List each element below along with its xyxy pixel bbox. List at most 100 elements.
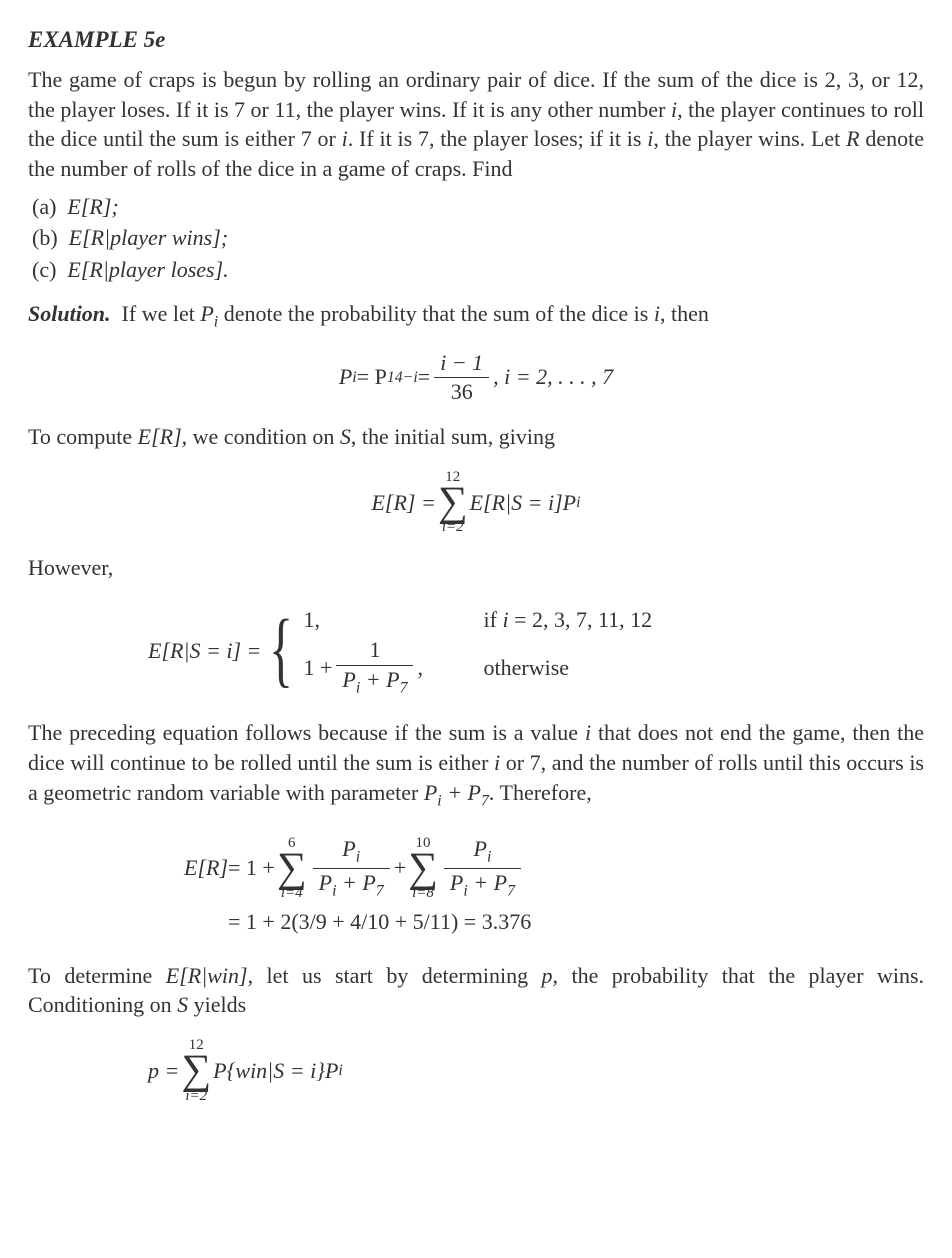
- eq4-f2-num-i: i: [487, 848, 491, 865]
- eq4-f2-num: P: [474, 836, 487, 861]
- eq1-den: 36: [434, 378, 489, 404]
- eq3-lhs: E[R|S = i] =: [148, 636, 261, 666]
- eq5-lhs: p =: [148, 1056, 179, 1086]
- eq4-f2-den-7: 7: [507, 882, 515, 899]
- sigma-icon-2: ∑: [277, 851, 307, 887]
- case2-pre: 1 +: [303, 653, 332, 683]
- eq2-bot: i=2: [438, 520, 468, 535]
- eq4-f1-den-7: 7: [376, 882, 384, 899]
- text4d: yields: [188, 992, 246, 1017]
- problem-cont2: . If it is 7, the player loses; if it is: [348, 126, 648, 151]
- part-a: (a) E[R];: [32, 192, 924, 222]
- problem-cont3: , the player wins. Let: [653, 126, 846, 151]
- solution-intro: Solution. If we let Pi denote the probab…: [28, 299, 924, 333]
- text2-ER: E[R]: [138, 424, 182, 449]
- part-b-label: (b): [32, 225, 58, 250]
- part-a-text: E[R];: [67, 194, 118, 219]
- text4-ERwin: E[R|win]: [166, 963, 248, 988]
- eq2-sum: 12 ∑ i=2: [438, 470, 468, 535]
- eq2-sub-i: i: [576, 492, 580, 513]
- eq5-sum: 12 ∑ i=2: [181, 1038, 211, 1103]
- text2b: , we condition on: [182, 424, 340, 449]
- text3-therefore: . Therefore,: [489, 780, 592, 805]
- case2-comma: ,: [417, 653, 423, 683]
- text4a: To determine: [28, 963, 166, 988]
- eq1-P1: P: [339, 362, 352, 392]
- eq2-lhs: E[R] =: [371, 488, 435, 518]
- eq4-s2-bot: i=8: [408, 886, 438, 901]
- case1-val: 1,: [303, 605, 483, 635]
- text2a: To compute: [28, 424, 138, 449]
- text4b: , let us start by determining: [248, 963, 542, 988]
- sol-intro1: If we let: [122, 301, 201, 326]
- text3-plus: + P: [442, 780, 481, 805]
- left-brace-icon: {: [269, 628, 293, 674]
- part-b: (b) E[R|player wins];: [32, 223, 924, 253]
- eq4-eq1: = 1 +: [228, 853, 275, 883]
- sol-intro3: , then: [660, 301, 709, 326]
- equation-p-sum: p = 12 ∑ i=2 P{win|S = i}Pi: [148, 1038, 924, 1103]
- equation-er-value: E[R] = 1 + 6 ∑ i=4 Pi Pi + P7 + 10 ∑ i=8: [158, 830, 924, 943]
- eq1-eq1: = P: [357, 362, 387, 392]
- eq4-lhs: E[R]: [184, 855, 228, 880]
- part-b-text: E[R|player wins];: [69, 225, 228, 250]
- eq4-f1-num-i: i: [356, 848, 360, 865]
- part-c: (c) E[R|player loses].: [32, 255, 924, 285]
- case2-num: 1: [336, 638, 413, 665]
- var-R: R: [846, 126, 859, 151]
- equation-cases: E[R|S = i] = { 1, if i = 2, 3, 7, 11, 12…: [148, 601, 924, 701]
- eq4-frac2: Pi Pi + P7: [444, 837, 521, 900]
- eq1-sub14: 14−i: [387, 367, 418, 388]
- eq4-line2: = 1 + 2(3/9 + 4/10 + 5/11) = 3.376: [228, 907, 531, 937]
- eq4-f1-den-b: + P: [336, 870, 375, 895]
- part-a-label: (a): [32, 194, 56, 219]
- eq5-sub-i: i: [338, 1060, 342, 1081]
- case2-den-plus: + P: [360, 667, 399, 692]
- text-determine-erwin: To determine E[R|win], let us start by d…: [28, 961, 924, 1020]
- eq4-frac1: Pi Pi + P7: [313, 837, 390, 900]
- sol-intro2: denote the probability that the sum of t…: [218, 301, 654, 326]
- sigma-icon: ∑: [438, 485, 468, 521]
- eq1-frac: i − 1 36: [434, 351, 489, 404]
- sol-Pi: P: [200, 301, 213, 326]
- case2-den-Pi: P: [342, 667, 355, 692]
- eq1-range: , i = 2, . . . , 7: [493, 362, 613, 392]
- sigma-icon-4: ∑: [181, 1053, 211, 1089]
- text-geom-explain: The preceding equation follows because i…: [28, 718, 924, 811]
- case1-if: if: [483, 607, 502, 632]
- eq1-eq2: =: [418, 362, 430, 392]
- eq2-body: E[R|S = i]P: [470, 488, 576, 518]
- equation-er-sum: E[R] = 12 ∑ i=2 E[R|S = i]Pi: [28, 470, 924, 535]
- part-c-text: E[R|player loses].: [67, 257, 228, 282]
- problem-statement: The game of craps is begun by rolling an…: [28, 65, 924, 184]
- case2-den-7: 7: [400, 679, 408, 696]
- text4-p: p: [542, 963, 553, 988]
- eq5-body: P{win|S = i}P: [213, 1056, 338, 1086]
- part-c-label: (c): [32, 257, 56, 282]
- solution-label: Solution.: [28, 301, 111, 326]
- eq4-s1-bot: i=4: [277, 886, 307, 901]
- eq4-plus: +: [394, 853, 406, 883]
- parts-list: (a) E[R]; (b) E[R|player wins]; (c) E[R|…: [32, 192, 924, 285]
- eq4-f1-num: P: [342, 836, 355, 861]
- text4-S: S: [177, 992, 188, 1017]
- text3-sub-7: 7: [481, 792, 489, 809]
- eq4-f2-den-a: P: [450, 870, 463, 895]
- eq1-num: i − 1: [440, 350, 483, 375]
- eq3-cases: 1, if i = 2, 3, 7, 11, 12 1 + 1 Pi + P7 …: [303, 601, 652, 701]
- text2-S: S: [340, 424, 351, 449]
- case1-cond-rest: = 2, 3, 7, 11, 12: [509, 607, 653, 632]
- case2-cond: otherwise: [483, 653, 569, 683]
- text-compute-er: To compute E[R], we condition on S, the …: [28, 422, 924, 452]
- text3-Pi: P: [424, 780, 437, 805]
- sigma-icon-3: ∑: [408, 851, 438, 887]
- eq4-f2-den-b: + P: [468, 870, 507, 895]
- eq4-f1-den-a: P: [319, 870, 332, 895]
- case2-frac: 1 Pi + P7: [336, 638, 413, 696]
- example-title: EXAMPLE 5e: [28, 24, 924, 55]
- eq4-sum1: 6 ∑ i=4: [277, 836, 307, 901]
- eq5-bot: i=2: [181, 1089, 211, 1104]
- text2c: , the initial sum, giving: [351, 424, 555, 449]
- however-text: However,: [28, 553, 924, 583]
- eq4-sum2: 10 ∑ i=8: [408, 836, 438, 901]
